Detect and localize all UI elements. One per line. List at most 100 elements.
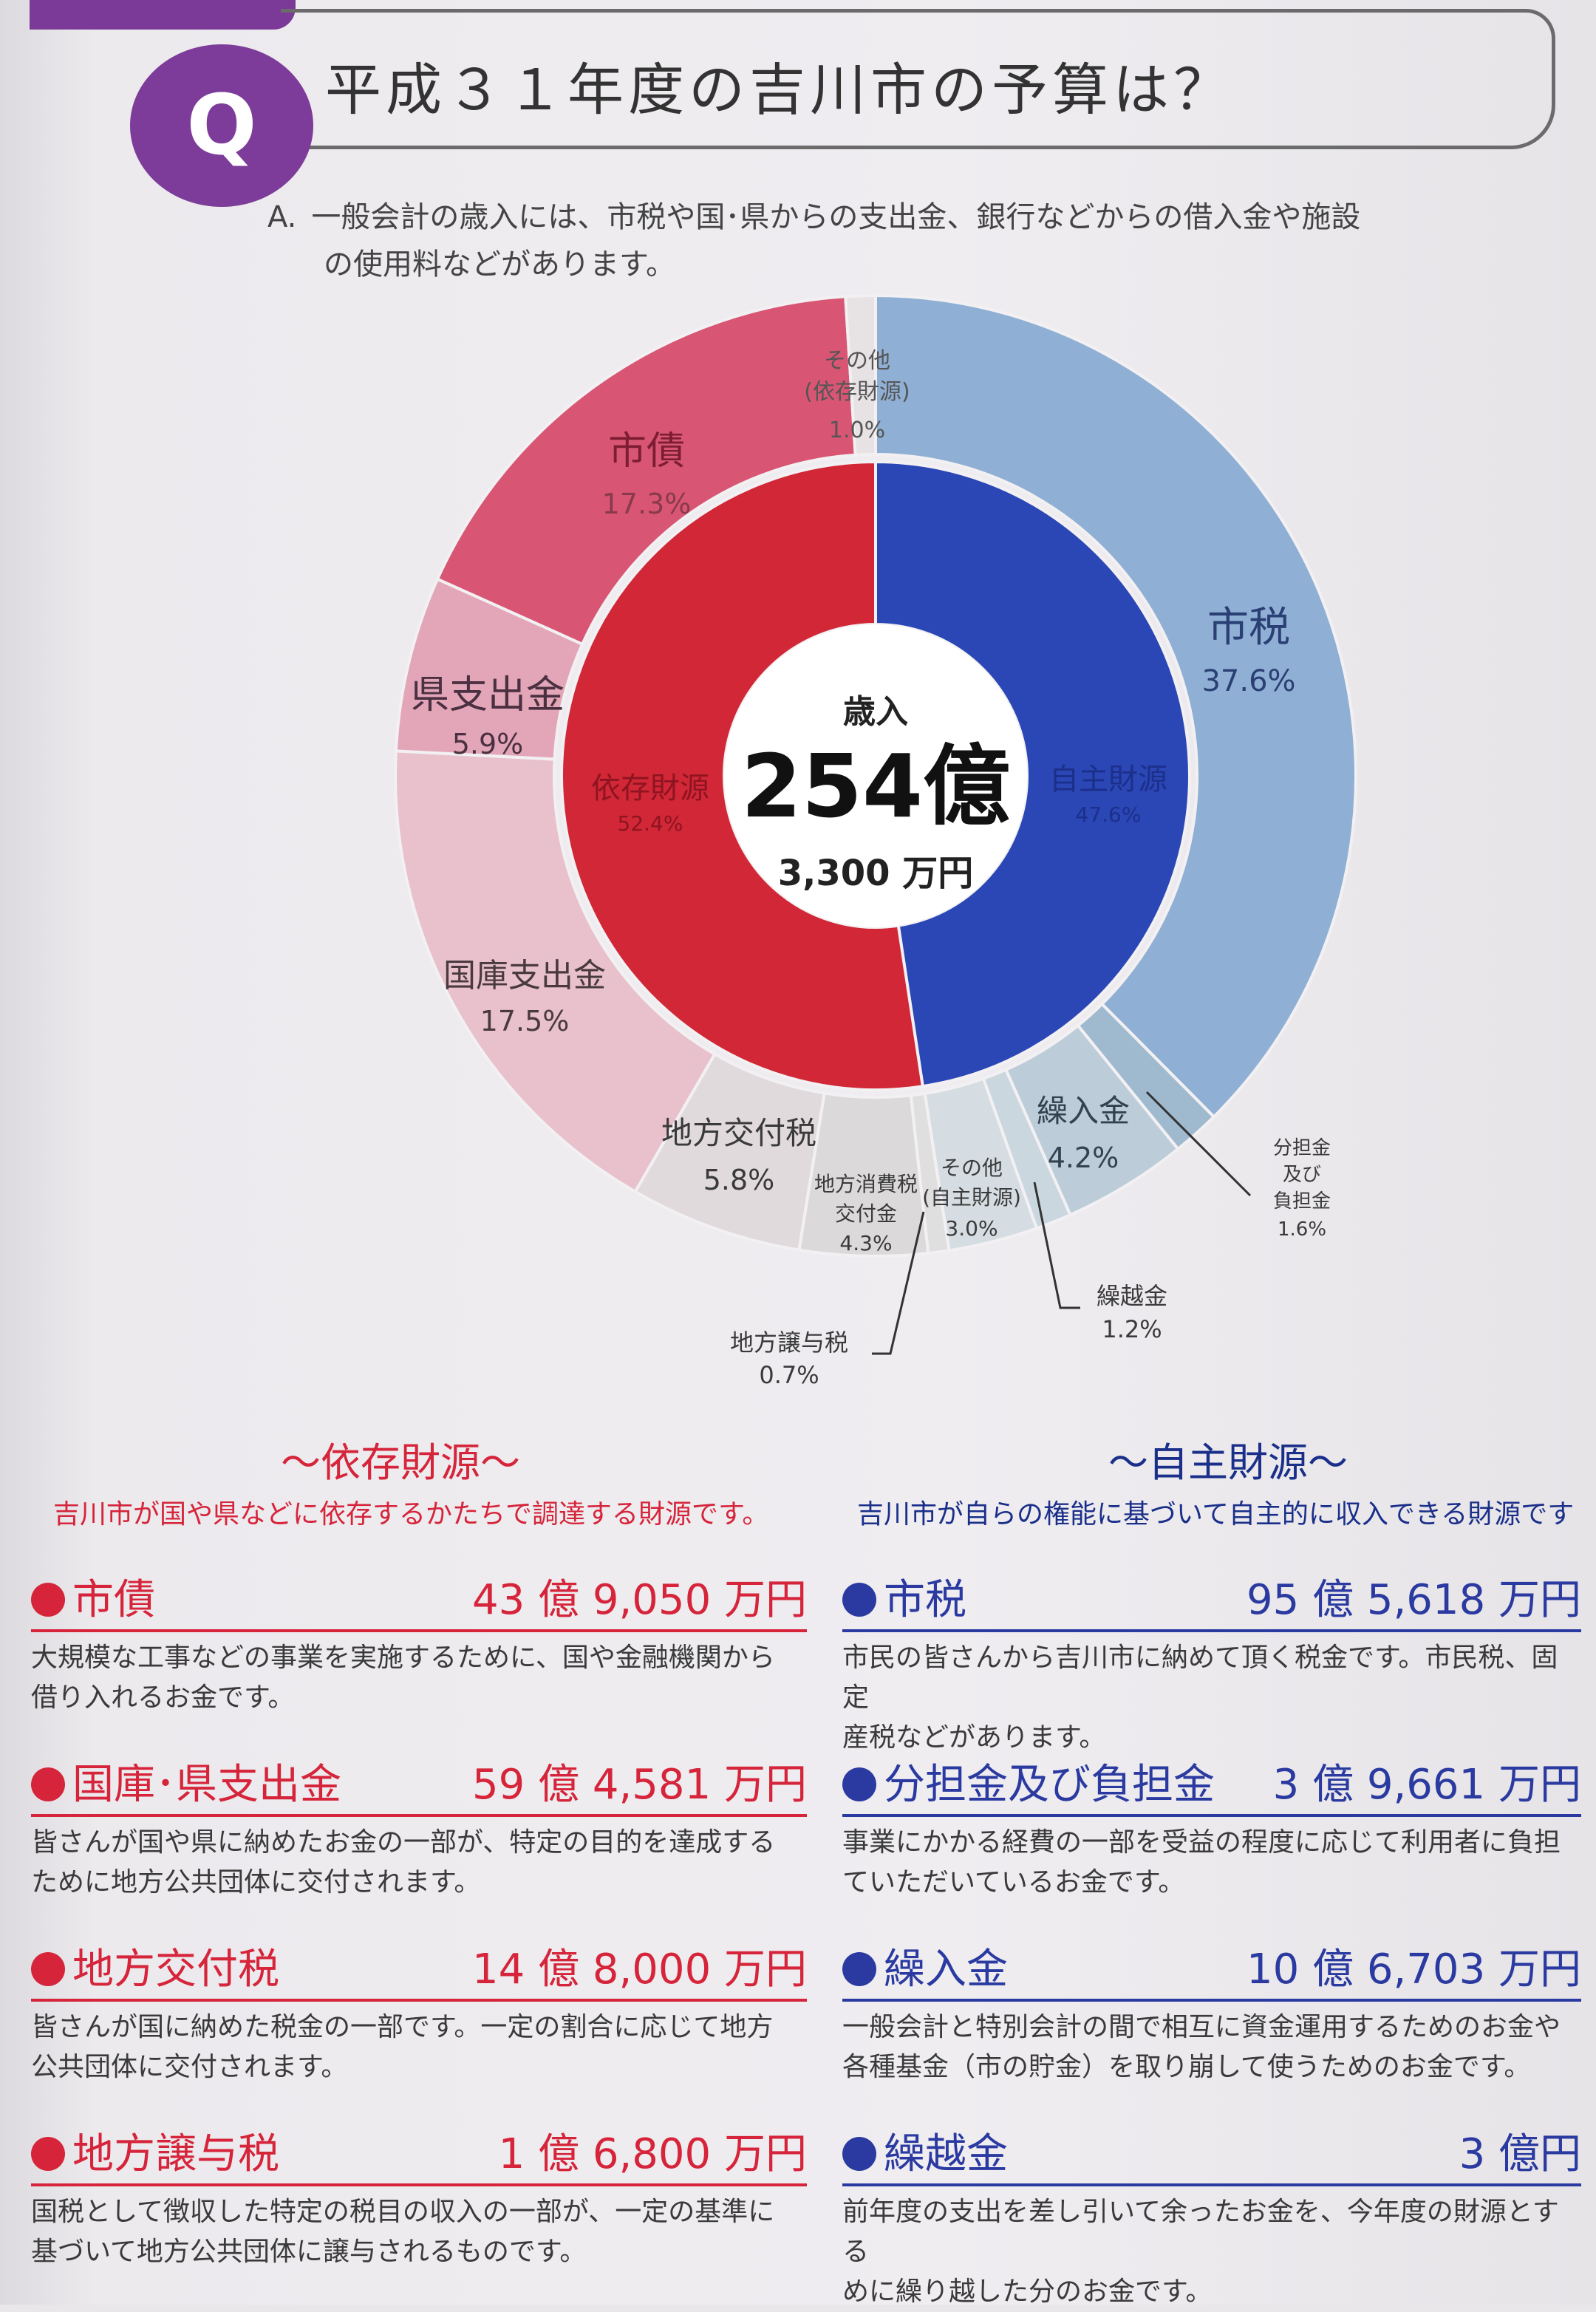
label-shisai: 市債 [608,429,685,474]
leader-kurikoshi [1033,1181,1080,1309]
item-desc-line2: ていただいているお金です。 [842,1867,1185,1897]
outer-ring-slice-11 [844,293,877,457]
item-amount: 14 億 8,000 万円 [472,1946,807,1994]
q-badge: Q [130,44,313,207]
item-desc: 事業にかかる経費の一部を受益の程度に応じて利用者に負担 ていただいているお金です。 [842,1823,1581,1903]
label-sonota-jishu-1: その他 [941,1156,1003,1180]
answer-line1: 一般会計の歳入には、市税や国･県からの支出金、銀行などからの借入金や施設 [311,200,1361,234]
item-name: 繰越金 [884,2130,1008,2178]
center-amount: 254億 [741,735,1010,837]
title-frame [281,9,1555,149]
item-desc-line2: めに繰り越した分のお金です。 [842,2277,1213,2307]
answer-line2: の使用料などがあります。 [324,248,675,282]
value-sonota-jishu: 3.0% [945,1216,998,1241]
value-sonota-izon: 1.0% [829,417,885,443]
item-desc-line1: 前年度の支出を差し引いて余ったお金を、今年度の財源とする [842,2197,1559,2267]
outer-ring-slice-8 [394,749,717,1194]
item-desc-line1: 国税として徴収した特定の税目の収入の一部が、一定の基準に [31,2197,775,2227]
label-kurikomi: 繰入金 [1037,1093,1130,1129]
item-desc: 大規模な工事などの事業を実施するために、国や金融機関から 借り入れるお金です。 [31,1638,807,1718]
item-desc-line1: 事業にかかる経費の一部を受益の程度に応じて利用者に負担 [842,1827,1561,1858]
item-amount: 43 億 9,050 万円 [472,1576,807,1624]
jishu-item-kurikomi: 繰入金 10 億 6,703 万円 一般会計と特別会計の間で相互に資金運用するため… [842,1936,1581,2087]
item-desc-line2: ために地方公共団体に交付されます。 [31,1867,481,1897]
item-amount: 3 億 9,661 万円 [1272,1761,1581,1809]
jishu-heading: ～自主財源～ [1108,1439,1348,1486]
leader-joyo [872,1211,925,1355]
item-desc-line1: 一般会計と特別会計の間で相互に資金運用するためのお金や [842,2012,1561,2042]
item-desc: 市民の皆さんから吉川市に納めて頂く税金です。市民税、固定 産税などがあります。 [842,1638,1581,1758]
value-bunpu: 1.6% [1278,1218,1326,1241]
label-ken: 県支出金 [411,673,565,717]
value-jishu: 47.6% [1076,802,1142,827]
item-name: 国庫･県支出金 [72,1761,341,1809]
label-shohi-1: 地方消費税 [814,1172,918,1196]
izon-item-kofu: 地方交付税 14 億 8,000 万円 皆さんが国に納めた税金の一部です。一定の割… [31,1936,807,2087]
outer-ring-slice-10 [435,295,857,647]
item-amount: 1 億 6,800 万円 [498,2130,807,2178]
label-joyo: 地方譲与税 [730,1329,848,1357]
item-desc: 国税として徴収した特定の税目の収入の一部が、一定の基準に 基づいて地方公共団体に譲… [31,2192,807,2272]
outer-ring [394,293,1357,1258]
bullet-dot [842,2137,876,2171]
izon-desc: 吉川市が国や県などに依存するかたちで調達する財源です。 [53,1499,769,1530]
value-ken: 5.9% [452,728,524,760]
item-desc-line1: 皆さんが国に納めた税金の一部です。一定の割合に応じて地方 [31,2012,774,2042]
label-shizei: 市税 [1207,604,1290,652]
label-bunpu-1: 分担金 [1273,1137,1331,1159]
item-desc: 皆さんが国や県に納めたお金の一部が、特定の目的を達成する ために地方公共団体に交付… [31,1823,807,1903]
page-title: 平成３１年度の吉川市の予算は？ [325,57,1234,123]
center-sub: 3,300 万円 [778,853,974,894]
item-name: 市債 [72,1576,155,1624]
bullet-dot [31,1952,65,1986]
item-desc-line1: 大規模な工事などの事業を実施するために、国や金融機関から [31,1643,775,1673]
bullet-dot [842,1767,876,1801]
label-izon: 依存財源 [591,771,709,805]
value-izon: 52.4% [618,811,683,836]
label-kokko: 国庫支出金 [443,957,606,995]
izon-item-joyo: 地方譲与税 1 億 6,800 万円 国税として徴収した特定の税目の収入の一部が、… [31,2121,807,2272]
revenue-donut-chart: 歳入 254億 3,300 万円 自主財源 47.6% 依存財源 52.4% 市… [394,293,1357,1389]
item-desc-line2: 借り入れるお金です。 [31,1682,295,1713]
value-shisai: 17.3% [602,488,692,520]
value-kofu: 5.8% [703,1164,775,1196]
item-desc-line2: 基づいて地方公共団体に譲与されるものです。 [31,2237,587,2267]
label-sonota-izon-1: その他 [824,348,890,374]
item-name: 地方交付税 [72,1946,279,1994]
item-desc: 皆さんが国に納めた税金の一部です。一定の割合に応じて地方 公共団体に交付されます。 [31,2008,807,2087]
answer-text: A. 一般会計の歳入には、市税や国･県からの支出金、銀行などからの借入金や施設 の… [267,194,1568,288]
item-desc-line2: 各種基金（市の貯金）を取り崩して使うためのお金です。 [842,2052,1531,2082]
center-label: 歳入 [843,693,908,731]
value-kurikomi: 4.2% [1048,1142,1119,1174]
header-tab [30,0,296,30]
label-sonota-izon-2: (依存財源) [804,379,910,405]
bullet-dot [31,1767,65,1801]
jishu-item-shizei: 市税 95 億 5,618 万円 市民の皆さんから吉川市に納めて頂く税金です。市民… [842,1566,1581,1758]
center-disc [724,624,1027,927]
answer-prefix: A. [267,200,297,234]
item-name: 繰入金 [884,1946,1008,1994]
item-amount: 3 億円 [1459,2130,1581,2178]
item-desc-line2: 産税などがあります。 [842,1722,1106,1753]
item-name: 分担金及び負担金 [884,1761,1215,1809]
value-shohi: 4.3% [839,1231,892,1255]
item-desc: 一般会計と特別会計の間で相互に資金運用するためのお金や 各種基金（市の貯金）を取り… [842,2008,1581,2087]
label-kofu: 地方交付税 [661,1115,816,1151]
item-name: 地方譲与税 [72,2130,279,2178]
item-desc-line1: 皆さんが国や県に納めたお金の一部が、特定の目的を達成する [31,1827,776,1858]
bullet-dot [842,1952,876,1986]
leader-bunpu [1145,1091,1252,1197]
bullet-dot [31,2137,65,2171]
value-shizei: 37.6% [1201,664,1295,698]
label-jishu: 自主財源 [1049,763,1167,797]
label-shohi-2: 交付金 [835,1201,897,1226]
value-kokko: 17.5% [480,1005,570,1037]
label-kurikoshi: 繰越金 [1097,1282,1167,1310]
outer-ring-slice-0 [874,293,1357,1119]
bullet-dot [842,1583,876,1617]
label-bunpu-3: 負担金 [1273,1190,1331,1213]
item-amount: 95 億 5,618 万円 [1247,1576,1581,1624]
item-desc-line2: 公共団体に交付されます。 [31,2052,348,2082]
item-amount: 59 億 4,581 万円 [472,1761,807,1809]
label-bunpu-2: 及び [1283,1164,1321,1186]
